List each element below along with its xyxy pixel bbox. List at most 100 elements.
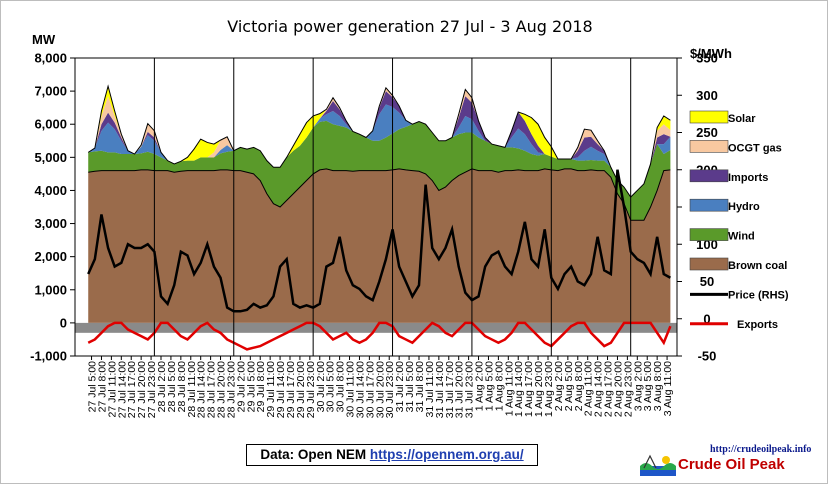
y-left-tick-label: -1,000: [30, 349, 67, 364]
brown-coal-line: [88, 168, 671, 221]
x-tick-label: 29 Jul 11:00: [265, 361, 277, 418]
y-right-tick-label: -50: [698, 349, 717, 364]
legend-swatch: [689, 110, 729, 124]
axes: -1,000 0 1,000 2,000 3,000 4,000 5,000 6,000 7,0…: [30, 51, 718, 419]
legend-label: Imports: [728, 172, 768, 184]
x-tick-label: 1 Aug 23:00: [543, 361, 555, 417]
y-left-label: MW: [32, 32, 56, 47]
legend-swatch: [689, 169, 729, 183]
legend-label: Solar: [728, 113, 756, 125]
x-tick-label: 29 Jul 14:00: [275, 361, 287, 418]
x-tick-label: 2 Aug 2:00: [553, 361, 565, 411]
x-tick-label: 27 Jul 20:00: [136, 361, 148, 418]
x-tick-label: 1 Aug 8:00: [493, 361, 505, 411]
x-tick-label: 31 Jul 5:00: [404, 361, 416, 413]
x-tick-label: 28 Jul 14:00: [196, 361, 208, 418]
y-left-tick-label: 0: [60, 315, 67, 330]
x-tick-label: 27 Jul 14:00: [116, 361, 128, 418]
x-tick-label: 27 Jul 5:00: [87, 361, 99, 413]
y-left-tick-label: 3,000: [34, 216, 67, 231]
x-tick-label: 3 Aug 11:00: [662, 361, 674, 416]
x-tick-label: 3 Aug 2:00: [632, 361, 644, 411]
x-tick-label: 29 Jul 5:00: [245, 361, 257, 413]
x-tick-label: 31 Jul 8:00: [414, 361, 426, 413]
legend: Solar OCGT gas Imports Hydro Wind Brown coal P…: [689, 110, 789, 331]
y-left-tick-label: 6,000: [34, 117, 67, 132]
oil-derrick-icon: [640, 454, 676, 476]
x-tick-label: 28 Jul 8:00: [176, 361, 188, 413]
x-tick-label: 31 Jul 14:00: [434, 361, 446, 418]
x-tick-label: 3 Aug 8:00: [652, 361, 664, 411]
x-tick-label: 30 Jul 14:00: [354, 361, 366, 418]
x-tick-label: 1 Aug 5:00: [483, 361, 495, 411]
y-right-tick-label: 50: [700, 274, 714, 289]
price-line: [87, 169, 671, 313]
legend-label: Brown coal: [728, 260, 787, 272]
y-left-tick-label: 4,000: [34, 183, 67, 198]
area-brown-coal: [88, 168, 671, 323]
x-tick-label: 28 Jul 5:00: [166, 361, 178, 413]
y-right-label: $/MWh: [690, 46, 732, 61]
x-tick-label: 2 Aug 11:00: [583, 361, 595, 416]
x-tick-label: 3 Aug 5:00: [642, 361, 654, 411]
x-tick-label: 30 Jul 5:00: [325, 361, 337, 413]
x-tick-label: 1 Aug 2:00: [474, 361, 486, 411]
x-tick-label: 2 Aug 20:00: [612, 361, 624, 417]
x-tick-label: 1 Aug 11:00: [503, 361, 515, 416]
legend-label: Price (RHS): [728, 289, 789, 301]
legend-label: Hydro: [728, 201, 760, 213]
legend-label: Exports: [737, 319, 778, 331]
exports-line: [87, 321, 672, 351]
x-tick-label: 2 Aug 8:00: [573, 361, 585, 411]
legend-label: OCGT gas: [728, 142, 782, 154]
x-tick-label: 31 Jul 2:00: [394, 361, 406, 413]
x-tick-label: 30 Jul 17:00: [364, 361, 376, 418]
y-right-tick-label: 350: [696, 51, 718, 66]
x-tick-label: 30 Jul 11:00: [345, 361, 357, 418]
x-tick-label: 30 Jul 20:00: [374, 361, 386, 418]
x-tick-label: 29 Jul 20:00: [295, 361, 307, 418]
x-tick-label: 2 Aug 14:00: [593, 361, 605, 417]
data-source-box: Data: Open NEM https://opennem.org.au/: [246, 444, 538, 466]
x-tick-label: 31 Jul 17:00: [444, 361, 456, 418]
x-tick-label: 28 Jul 23:00: [225, 361, 237, 418]
x-tick-label: 27 Jul 11:00: [106, 361, 118, 418]
total-generation-line: [87, 84, 671, 198]
x-tick-label: 28 Jul 11:00: [186, 361, 198, 418]
area-imports: [88, 91, 671, 198]
area-hydro: [88, 104, 671, 198]
x-tick-label: 31 Jul 20:00: [454, 361, 466, 418]
source-link[interactable]: https://opennem.org.au/: [369, 447, 524, 462]
x-tick-label: 30 Jul 2:00: [315, 361, 327, 413]
x-tick-label: 28 Jul 20:00: [216, 361, 228, 418]
legend-swatch: [689, 140, 729, 153]
x-tick-label: 1 Aug 17:00: [523, 361, 535, 417]
y-right-tick-label: 300: [696, 88, 718, 103]
x-tick-label: 27 Jul 23:00: [146, 361, 158, 418]
legend-swatch: [689, 198, 729, 212]
x-tick-label: 30 Jul 23:00: [384, 361, 396, 418]
legend-swatch: [689, 228, 729, 241]
x-tick-label: 29 Jul 23:00: [305, 361, 317, 418]
legend-swatch: [689, 257, 729, 271]
chart-title: Victoria power generation 27 Jul - 3 Aug…: [227, 17, 592, 36]
x-tick-label: 27 Jul 17:00: [126, 361, 138, 418]
x-tick-label: 28 Jul 17:00: [206, 361, 218, 418]
x-tick-label: 2 Aug 17:00: [603, 361, 615, 417]
x-tick-label: 29 Jul 17:00: [285, 361, 297, 418]
logo-name: Crude Oil Peak: [678, 456, 785, 473]
y-left-tick-label: 7,000: [34, 84, 67, 99]
y-right-tick-label: 250: [696, 125, 718, 140]
y-right-tick-label: 0: [703, 311, 710, 326]
logo-url: http://crudeoilpeak.info: [710, 444, 812, 455]
x-tick-label: 2 Aug 23:00: [622, 361, 634, 417]
x-tick-label: 30 Jul 8:00: [335, 361, 347, 413]
crude-oil-peak-logo: http://crudeoilpeak.info Crude Oil Peak: [640, 444, 826, 478]
x-tick-label: 28 Jul 2:00: [156, 361, 168, 413]
x-tick-label: 31 Jul 11:00: [424, 361, 436, 418]
x-tick-label: 27 Jul 8:00: [96, 361, 108, 413]
x-tick-label: 29 Jul 8:00: [255, 361, 267, 413]
y-left-tick-label: 2,000: [34, 249, 67, 264]
x-tick-label: 1 Aug 14:00: [513, 361, 525, 417]
